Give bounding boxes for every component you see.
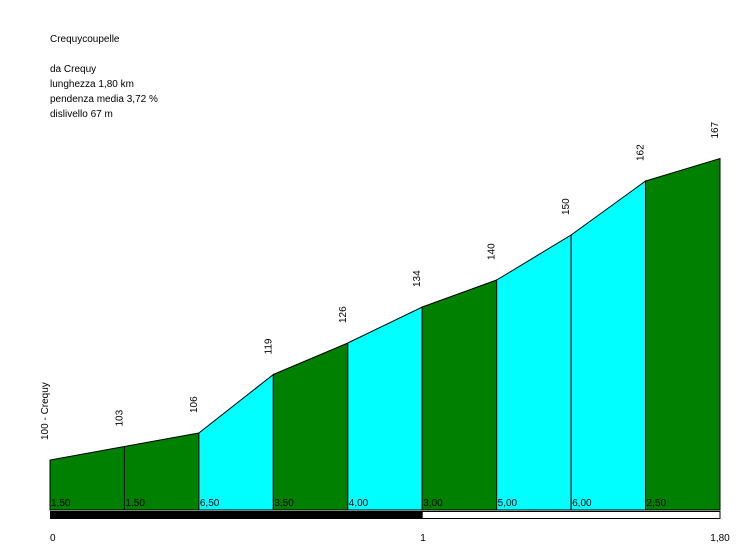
scale-bar-filled [50, 511, 423, 519]
scale-bar-empty [421, 511, 721, 519]
elevation-label: 100 - Crequy [40, 382, 51, 440]
x-tick-label: 1,80 [710, 533, 730, 544]
segment-gradient-label: 1,50 [51, 498, 71, 509]
profile-segment [570, 180, 647, 511]
elevation-label: 134 [412, 270, 423, 287]
elevation-label: 162 [636, 144, 647, 161]
start-label: da Crequy [50, 64, 97, 75]
profile-segment [198, 373, 274, 511]
segment-gradient-label: 1,50 [125, 498, 145, 509]
segment-gradient-label: 4,00 [349, 498, 369, 509]
elevation-label: 106 [189, 396, 200, 413]
segment-gradient-label: 2,50 [647, 498, 667, 509]
elevation-label: 103 [114, 409, 125, 426]
segment-gradient-label: 6,00 [572, 498, 592, 509]
x-tick-label: 1 [420, 533, 426, 544]
gradient-label: pendenza media 3,72 % [50, 94, 158, 105]
segment-gradient-label: 5,00 [498, 498, 518, 509]
info-block: Crequycoupelle da Crequy lunghezza 1,80 … [50, 32, 158, 122]
chart-title: Crequycoupelle [50, 34, 120, 45]
profile-segment [645, 157, 721, 511]
profile-segment [496, 234, 572, 511]
elevation-label: 126 [338, 306, 349, 323]
profile-segment [421, 279, 498, 511]
segment-gradient-label: 3,50 [274, 498, 294, 509]
profile-segment [347, 306, 423, 511]
elevation-label: 150 [561, 198, 572, 215]
elevation-label: 119 [263, 338, 274, 354]
climb-label: dislivello 67 m [50, 109, 113, 120]
profile-segment [272, 342, 349, 511]
elevation-label: 140 [487, 243, 498, 260]
segment-gradient-label: 3,00 [423, 498, 443, 509]
segment-gradient-label: 6,50 [200, 498, 220, 509]
elevation-label: 167 [710, 121, 721, 138]
length-label: lunghezza 1,80 km [50, 79, 134, 90]
x-tick-label: 0 [50, 533, 56, 544]
